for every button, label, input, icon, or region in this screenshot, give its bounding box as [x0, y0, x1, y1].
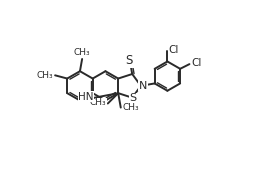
Text: N: N — [139, 81, 147, 91]
Text: CH₃: CH₃ — [122, 103, 139, 112]
Text: Cl: Cl — [192, 58, 202, 68]
Text: HN: HN — [78, 92, 94, 102]
Text: CH₃: CH₃ — [74, 48, 90, 57]
Text: Cl: Cl — [168, 45, 179, 55]
Text: S: S — [126, 54, 133, 67]
Text: S: S — [129, 94, 137, 104]
Text: CH₃: CH₃ — [37, 71, 53, 80]
Text: CH₃: CH₃ — [90, 98, 106, 107]
